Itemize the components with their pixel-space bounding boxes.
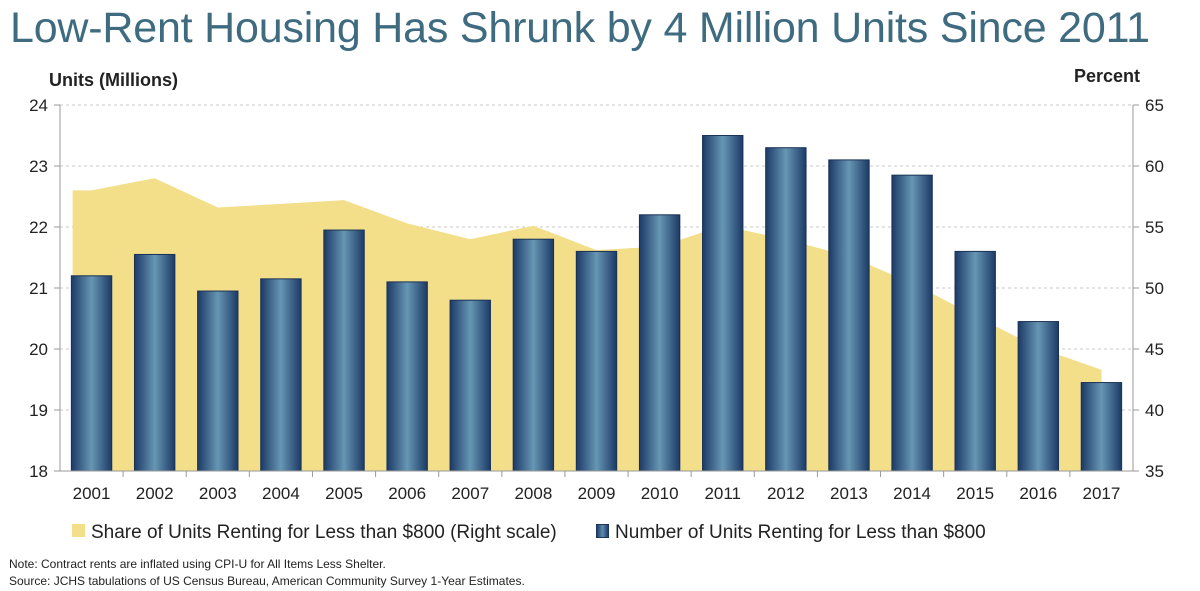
x-tick-label: 2011 bbox=[704, 484, 741, 503]
x-tick-label: 2004 bbox=[262, 484, 300, 503]
bar-2007 bbox=[449, 299, 491, 472]
x-tick-label: 2013 bbox=[830, 484, 868, 503]
bar-2016 bbox=[1017, 321, 1060, 472]
x-tick-label: 2017 bbox=[1083, 484, 1121, 503]
bar-2012 bbox=[765, 147, 807, 472]
bar-2008 bbox=[512, 238, 555, 472]
right-tick-label: 35 bbox=[1145, 462, 1164, 481]
left-tick-label: 23 bbox=[29, 157, 48, 176]
x-tick-label: 2012 bbox=[767, 484, 805, 503]
x-tick-label: 2005 bbox=[325, 484, 363, 503]
axes: 18 19 20 21 22 23 24 35 40 45 50 55 60 65 2001 2002 2003… bbox=[29, 96, 1164, 503]
left-axis-label: Units (Millions) bbox=[49, 70, 178, 90]
footnotes: Note: Contract rents are inflated using … bbox=[9, 556, 525, 590]
left-tick-label: 20 bbox=[29, 340, 48, 359]
bar-2006 bbox=[386, 281, 428, 472]
legend: Share of Units Renting for Less than $80… bbox=[72, 522, 986, 544]
units-bar-series bbox=[70, 135, 1123, 472]
x-tick-label: 2008 bbox=[514, 484, 552, 503]
source-line: Source: JCHS tabulations of US Census Bu… bbox=[9, 574, 525, 588]
legend-label-units: Number of Units Renting for Less than $8… bbox=[615, 522, 986, 543]
bar-2010 bbox=[638, 214, 681, 472]
bar-2013 bbox=[828, 159, 870, 472]
legend-item-units: Number of Units Renting for Less than $8… bbox=[596, 522, 986, 544]
x-tick-label: 2015 bbox=[956, 484, 994, 503]
legend-item-share: Share of Units Renting for Less than $80… bbox=[72, 522, 557, 544]
right-tick-label: 40 bbox=[1145, 401, 1164, 420]
bar-2001 bbox=[70, 275, 113, 472]
legend-swatch-bar bbox=[596, 523, 610, 538]
bar-2005 bbox=[323, 229, 365, 472]
x-tick-label: 2016 bbox=[1019, 484, 1057, 503]
bar-2004 bbox=[260, 278, 302, 472]
note-line: Note: Contract rents are inflated using … bbox=[9, 557, 386, 571]
x-tick-label: 2003 bbox=[199, 484, 237, 503]
left-tick-label: 24 bbox=[29, 96, 48, 115]
x-tick-label: 2009 bbox=[578, 484, 616, 503]
left-tick-label: 18 bbox=[29, 462, 48, 481]
left-tick-label: 19 bbox=[29, 401, 48, 420]
bar-2009 bbox=[575, 250, 618, 472]
left-tick-label: 22 bbox=[29, 218, 48, 237]
bar-2014 bbox=[891, 174, 933, 472]
bar-2003 bbox=[197, 290, 239, 472]
right-tick-label: 55 bbox=[1145, 218, 1164, 237]
x-tick-label: 2006 bbox=[388, 484, 426, 503]
left-tick-label: 21 bbox=[29, 279, 48, 298]
x-tick-label: 2007 bbox=[451, 484, 489, 503]
bar-2002 bbox=[133, 253, 176, 472]
x-tick-label: 2001 bbox=[73, 484, 111, 503]
right-tick-label: 65 bbox=[1145, 96, 1164, 115]
chart-canvas: 18 19 20 21 22 23 24 35 40 45 50 55 60 65 2001 2002 2003… bbox=[29, 96, 1164, 503]
bar-2011 bbox=[702, 135, 744, 472]
x-tick-label: 2002 bbox=[136, 484, 174, 503]
x-tick-label: 2014 bbox=[893, 484, 931, 503]
right-axis-label: Percent bbox=[1074, 66, 1141, 86]
legend-label-share: Share of Units Renting for Less than $80… bbox=[91, 522, 557, 543]
x-tick-label: 2010 bbox=[641, 484, 679, 503]
chart-title: Low-Rent Housing Has Shrunk by 4 Million… bbox=[10, 4, 1150, 52]
legend-swatch-area bbox=[72, 524, 85, 538]
right-tick-label: 45 bbox=[1145, 340, 1164, 359]
right-tick-label: 60 bbox=[1145, 157, 1164, 176]
bar-2017 bbox=[1080, 382, 1123, 472]
right-tick-label: 50 bbox=[1145, 279, 1164, 298]
bar-2015 bbox=[954, 250, 996, 472]
